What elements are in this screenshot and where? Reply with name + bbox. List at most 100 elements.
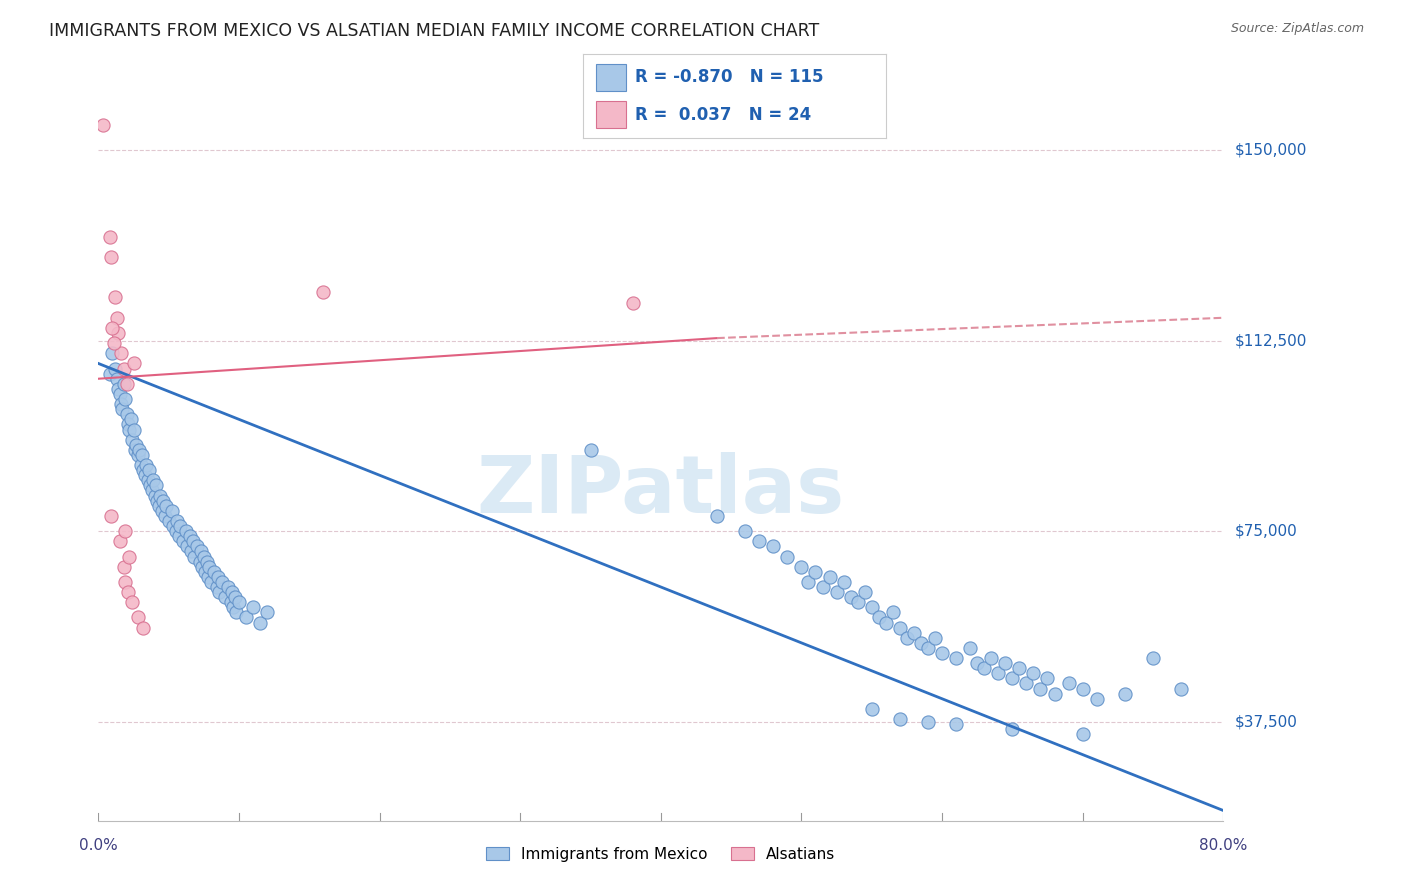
Point — [945, 717, 967, 731]
Point — [127, 610, 149, 624]
Point — [860, 600, 883, 615]
Point — [112, 559, 135, 574]
Point — [882, 606, 904, 620]
Point — [748, 534, 770, 549]
Point — [181, 534, 204, 549]
Point — [217, 580, 239, 594]
Point — [818, 570, 841, 584]
Point — [148, 499, 170, 513]
Point — [125, 438, 148, 452]
Point — [1057, 676, 1080, 690]
Point — [124, 442, 146, 457]
Bar — [596, 101, 626, 128]
Point — [205, 580, 228, 594]
Point — [112, 361, 135, 376]
Point — [959, 640, 981, 655]
Point — [141, 483, 163, 498]
Text: ZIPatlas: ZIPatlas — [477, 452, 845, 531]
Point — [853, 585, 876, 599]
Point — [910, 636, 932, 650]
Point — [166, 514, 188, 528]
Point — [197, 570, 219, 584]
Point — [868, 610, 890, 624]
Point — [1022, 666, 1045, 681]
Point — [176, 539, 198, 553]
Point — [917, 640, 939, 655]
Point — [186, 539, 208, 553]
Point — [860, 702, 883, 716]
Point — [903, 625, 925, 640]
Point — [108, 534, 131, 549]
Point — [131, 448, 153, 462]
Point — [228, 595, 250, 609]
Point — [811, 580, 834, 594]
Point — [1029, 681, 1052, 696]
Point — [104, 361, 127, 376]
Text: $112,500: $112,500 — [1234, 333, 1306, 348]
Point — [121, 433, 143, 447]
Point — [994, 656, 1017, 670]
Point — [157, 514, 180, 528]
Point — [1071, 681, 1094, 696]
Point — [198, 559, 221, 574]
Point — [966, 656, 988, 670]
Point — [139, 478, 162, 492]
Point — [917, 714, 939, 729]
Point — [132, 621, 155, 635]
Point — [242, 600, 264, 615]
Point — [839, 590, 862, 604]
Point — [621, 295, 644, 310]
Text: $150,000: $150,000 — [1234, 143, 1306, 158]
Point — [211, 574, 233, 589]
Point — [207, 570, 229, 584]
Point — [160, 504, 183, 518]
Point — [91, 118, 114, 132]
Point — [776, 549, 799, 564]
Point — [790, 559, 813, 574]
Point — [98, 367, 121, 381]
Point — [105, 372, 128, 386]
Point — [195, 555, 218, 569]
Point — [1043, 687, 1066, 701]
Point — [135, 458, 157, 472]
Point — [149, 489, 172, 503]
Point — [167, 529, 190, 543]
Point — [111, 402, 134, 417]
Point — [208, 585, 231, 599]
Point — [1015, 676, 1038, 690]
Point — [117, 585, 139, 599]
Point — [165, 524, 187, 538]
Point — [180, 544, 202, 558]
Point — [1071, 727, 1094, 741]
Point — [832, 574, 855, 589]
Legend: Immigrants from Mexico, Alsatians: Immigrants from Mexico, Alsatians — [481, 840, 841, 868]
Point — [134, 468, 156, 483]
Point — [825, 585, 848, 599]
Point — [235, 610, 257, 624]
Point — [110, 397, 132, 411]
Point — [118, 423, 141, 437]
Point — [945, 651, 967, 665]
Text: $75,000: $75,000 — [1234, 524, 1298, 539]
Point — [579, 442, 602, 457]
Point — [1036, 672, 1059, 686]
Point — [256, 606, 278, 620]
Point — [114, 574, 136, 589]
Point — [312, 285, 335, 300]
Point — [153, 508, 176, 523]
Point — [100, 250, 122, 264]
Point — [120, 412, 142, 426]
Point — [150, 504, 173, 518]
Point — [179, 529, 201, 543]
Point — [101, 321, 124, 335]
Point — [122, 423, 145, 437]
Point — [107, 326, 129, 340]
Point — [224, 590, 246, 604]
Point — [190, 544, 212, 558]
Point — [219, 595, 242, 609]
Point — [129, 458, 152, 472]
Point — [103, 336, 125, 351]
Point — [115, 376, 138, 391]
Point — [169, 519, 191, 533]
Point — [1001, 723, 1024, 737]
